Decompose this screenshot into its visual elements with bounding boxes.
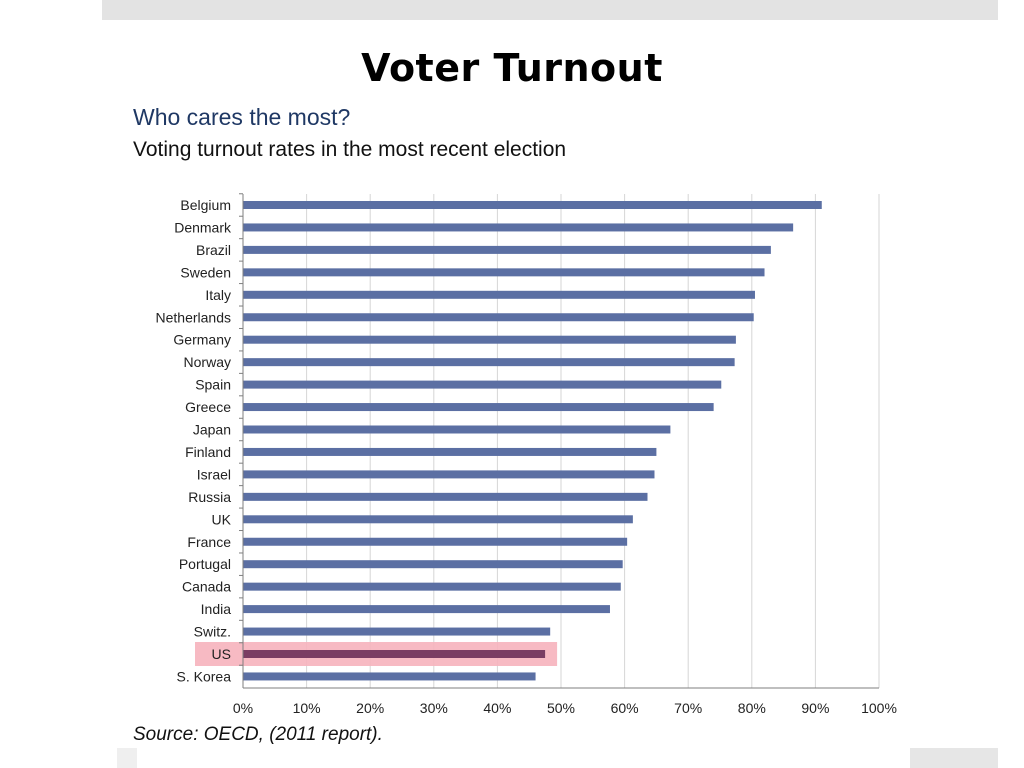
x-tick-label: 30% <box>420 700 448 716</box>
category-label: Brazil <box>196 242 231 258</box>
x-tick-label: 40% <box>483 700 511 716</box>
category-label: Germany <box>173 332 231 348</box>
bar-uk <box>243 515 633 524</box>
bar-denmark <box>243 223 794 232</box>
bar-germany <box>243 335 736 344</box>
bar-switz <box>243 627 551 636</box>
bar-canada <box>243 582 621 591</box>
chart-subtitle: Voting turnout rates in the most recent … <box>133 138 567 161</box>
x-tick-label: 70% <box>674 700 702 716</box>
bar-netherlands <box>243 313 754 322</box>
bar-france <box>243 537 628 546</box>
bar-us <box>243 650 546 658</box>
source-note: Source: OECD, (2011 report). <box>133 724 383 745</box>
bar-greece <box>243 403 714 412</box>
x-tick-label: 10% <box>293 700 321 716</box>
category-label: Switz. <box>194 624 231 640</box>
category-label: Greece <box>185 399 231 415</box>
category-label: Denmark <box>174 219 232 235</box>
x-tick-label: 100% <box>861 700 897 716</box>
category-label: Canada <box>182 579 231 595</box>
chart-title: Who cares the most? <box>133 104 351 130</box>
bar-s-korea <box>243 672 536 681</box>
bar-japan <box>243 425 671 434</box>
category-label: Finland <box>185 444 231 460</box>
category-label: Israel <box>197 466 231 482</box>
category-label: S. Korea <box>177 668 232 684</box>
x-tick-label: 50% <box>547 700 575 716</box>
category-label: Italy <box>205 287 231 303</box>
bar-russia <box>243 492 648 501</box>
bar-italy <box>243 290 755 299</box>
category-label: Russia <box>188 489 231 505</box>
category-label: India <box>201 601 232 617</box>
category-label: UK <box>212 511 232 527</box>
category-label: US <box>212 646 231 662</box>
category-label: Norway <box>184 354 231 370</box>
top-decorative-band <box>102 0 998 20</box>
category-label: Netherlands <box>156 309 232 325</box>
category-label: Japan <box>193 422 231 438</box>
bar-norway <box>243 358 735 367</box>
category-label: Sweden <box>180 264 231 280</box>
category-label: France <box>187 534 231 550</box>
x-tick-label: 90% <box>801 700 829 716</box>
x-tick-label: 60% <box>611 700 639 716</box>
bar-belgium <box>243 201 822 209</box>
category-label: Spain <box>195 377 231 393</box>
bar-sweden <box>243 268 765 277</box>
category-label: Belgium <box>180 197 231 213</box>
x-tick-label: 20% <box>356 700 384 716</box>
bar-brazil <box>243 245 771 254</box>
bar-india <box>243 605 610 614</box>
slide-title: Voter Turnout <box>361 46 663 90</box>
bar-israel <box>243 470 655 479</box>
x-tick-label: 80% <box>738 700 766 716</box>
category-label: Portugal <box>179 556 231 572</box>
bar-finland <box>243 447 657 456</box>
bar-spain <box>243 380 722 389</box>
x-tick-label: 0% <box>233 700 253 716</box>
bar-portugal <box>243 560 623 569</box>
bottom-decorative-band-left <box>117 748 137 768</box>
bottom-decorative-band-right <box>910 748 998 768</box>
